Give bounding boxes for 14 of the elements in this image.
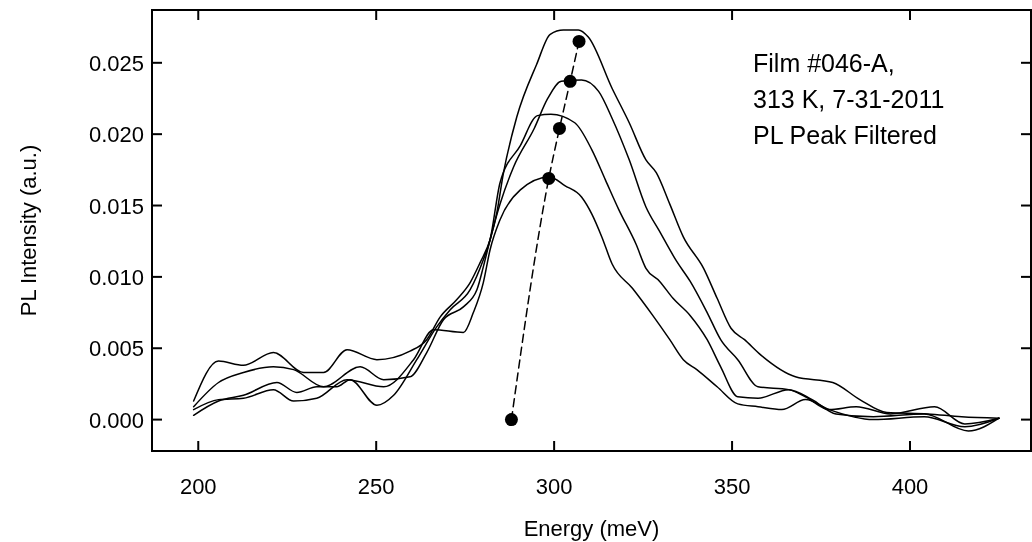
y-axis-title: PL Intensity (a.u.) <box>16 144 41 317</box>
x-tick-label: 400 <box>891 474 929 499</box>
annotation: Film #046-A, 313 K, 7-31-2011 PL Peak Filtered <box>753 49 945 149</box>
x-axis-title: Energy (meV) <box>523 516 660 541</box>
y-tick-label: 0.000 <box>88 407 144 433</box>
x-tick-label: 350 <box>713 474 751 499</box>
y-tick-label: 0.020 <box>88 122 144 148</box>
x-tick-label: 300 <box>535 474 573 499</box>
x-tick-label: 200 <box>179 474 217 499</box>
y-tick-label: 0.005 <box>88 336 144 362</box>
x-tick-label: 250 <box>357 474 395 499</box>
y-tick-label: 0.015 <box>88 193 144 219</box>
y-tick-label: 0.010 <box>88 264 144 290</box>
y-tick-label: 0.025 <box>88 50 144 76</box>
